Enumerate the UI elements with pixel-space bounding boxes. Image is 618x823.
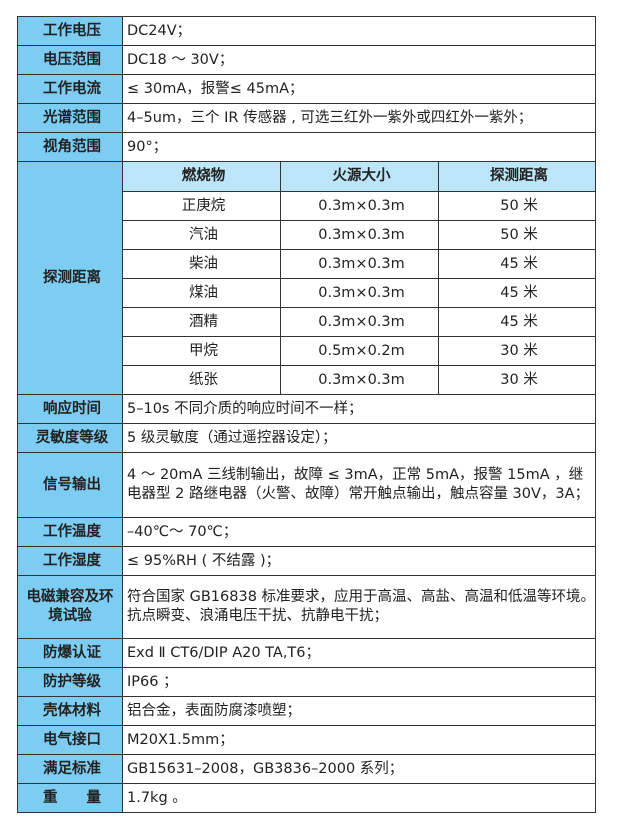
spec-value: 铝合金，表面防腐漆喷塑；: [121, 696, 597, 726]
spec-value: ≤ 30mA，报警≤ 45mA；: [121, 74, 597, 104]
fire-size-cell: 0.3m×0.3m: [280, 365, 439, 395]
spec-label: 重 量: [17, 783, 123, 813]
spec-value: 4–5um，三个 IR 传感器 , 可选三红外一紫外或四红外一紫外；: [121, 103, 597, 133]
detection-row: 正庚烷 0.3m×0.3m 50 米: [18, 191, 597, 221]
spec-label: 电压范围: [17, 45, 123, 75]
spec-value: IP66 ；: [121, 667, 597, 697]
spec-label: 视角范围: [17, 132, 123, 162]
spec-row: 电气接口 M20X1.5mm；: [17, 725, 597, 755]
fire-size-cell: 0.3m×0.3m: [280, 249, 439, 279]
spec-value: 90°；: [121, 132, 597, 162]
fuel-cell: 酒精: [122, 307, 281, 337]
spec-value: Exd Ⅱ CT6/DIP A20 TA,T6；: [121, 638, 597, 668]
distance-cell: 45 米: [437, 278, 597, 308]
fuel-cell: 汽油: [122, 220, 281, 250]
spec-value: DC18 ～ 30V；: [121, 45, 597, 75]
spec-label: 电磁兼容及环境试验: [17, 575, 123, 639]
spec-row: 满足标准 GB15631–2008，GB3836–2000 系列；: [17, 754, 597, 784]
fire-size-cell: 0.3m×0.3m: [280, 307, 439, 337]
detection-row: 汽油 0.3m×0.3m 50 米: [18, 220, 597, 250]
spec-label: 电气接口: [17, 725, 123, 755]
fire-size-cell: 0.3m×0.3m: [280, 191, 439, 221]
spec-value: 符合国家 GB16838 标准要求，应用于高温、高盐、高温和低温等环境。抗点瞬变…: [121, 575, 597, 639]
spec-value: 5 级灵敏度（通过遥控器设定）；: [121, 423, 597, 453]
spec-row: 工作电流 ≤ 30mA，报警≤ 45mA；: [17, 74, 597, 104]
column-header: 探测距离: [437, 161, 597, 192]
spec-row: 电压范围 DC18 ～ 30V；: [17, 45, 597, 75]
fuel-cell: 纸张: [122, 365, 281, 395]
detection-row: 柴油 0.3m×0.3m 45 米: [18, 249, 597, 279]
spec-row: 信号输出 4 ～ 20mA 三线制输出，故障 ≤ 3mA，正常 5mA，报警 15…: [17, 452, 597, 518]
fuel-cell: 正庚烷: [122, 191, 281, 221]
spec-row: 电磁兼容及环境试验 符合国家 GB16838 标准要求，应用于高温、高盐、高温和低…: [17, 575, 597, 639]
distance-cell: 30 米: [437, 336, 597, 366]
spec-table: 工作电压 DC24V； 电压范围 DC18 ～ 30V； 工作电流 ≤ 30mA，报警…: [17, 16, 597, 813]
detection-row: 煤油 0.3m×0.3m 45 米: [18, 278, 597, 308]
spec-label: 响应时间: [17, 394, 123, 424]
spec-label: 满足标准: [17, 754, 123, 784]
spec-row: 视角范围 90°；: [17, 132, 597, 162]
spec-value: 5–10s 不同介质的响应时间不一样；: [121, 394, 597, 424]
spec-value: DC24V；: [121, 16, 597, 46]
spec-row: 响应时间 5–10s 不同介质的响应时间不一样；: [17, 394, 597, 424]
detection-row: 酒精 0.3m×0.3m 45 米: [18, 307, 597, 337]
spec-label: 灵敏度等级: [17, 423, 123, 453]
column-header: 火源大小: [280, 161, 439, 192]
spec-row: 工作湿度 ≤ 95%RH ( 不结露 )；: [17, 546, 597, 576]
detection-row: 纸张 0.3m×0.3m 30 米: [18, 365, 597, 395]
spec-value: M20X1.5mm；: [121, 725, 597, 755]
spec-value: ≤ 95%RH ( 不结露 )；: [121, 546, 597, 576]
spec-value: GB15631–2008，GB3836–2000 系列；: [121, 754, 597, 784]
spec-row: 光谱范围 4–5um，三个 IR 传感器 , 可选三红外一紫外或四红外一紫外；: [17, 103, 597, 133]
spec-row: 防爆认证 Exd Ⅱ CT6/DIP A20 TA,T6；: [17, 638, 597, 668]
spec-row: 防护等级 IP66 ；: [17, 667, 597, 697]
spec-label: 工作温度: [17, 517, 123, 547]
spec-value: –40℃～ 70℃；: [121, 517, 597, 547]
spec-label: 信号输出: [17, 452, 123, 518]
spec-row: 壳体材料 铝合金，表面防腐漆喷塑；: [17, 696, 597, 726]
fuel-cell: 柴油: [122, 249, 281, 279]
spec-label: 光谱范围: [17, 103, 123, 133]
spec-label: 工作电压: [17, 16, 123, 46]
distance-cell: 45 米: [437, 249, 597, 279]
distance-cell: 30 米: [437, 365, 597, 395]
spec-label: 防爆认证: [17, 638, 123, 668]
spec-value: 1.7kg 。: [121, 783, 597, 813]
spec-label: 探测距离: [17, 161, 123, 395]
fuel-cell: 煤油: [122, 278, 281, 308]
fire-size-cell: 0.3m×0.3m: [280, 220, 439, 250]
fire-size-cell: 0.3m×0.3m: [280, 278, 439, 308]
distance-cell: 50 米: [437, 191, 597, 221]
distance-cell: 50 米: [437, 220, 597, 250]
spec-row: 工作温度 –40℃～ 70℃；: [17, 517, 597, 547]
column-header: 燃烧物: [122, 161, 281, 192]
spec-value: 4 ～ 20mA 三线制输出，故障 ≤ 3mA，正常 5mA，报警 15mA ，…: [121, 452, 597, 518]
spec-row: 工作电压 DC24V；: [17, 16, 597, 46]
fire-size-cell: 0.5m×0.2m: [280, 336, 439, 366]
spec-label: 工作湿度: [17, 546, 123, 576]
detection-row: 甲烷 0.5m×0.2m 30 米: [18, 336, 597, 366]
spec-label: 壳体材料: [17, 696, 123, 726]
fuel-cell: 甲烷: [122, 336, 281, 366]
spec-label: 工作电流: [17, 74, 123, 104]
spec-row: 重 量 1.7kg 。: [17, 783, 597, 813]
detection-header-row: 探测距离 燃烧物 火源大小 探测距离: [17, 161, 597, 395]
spec-row: 灵敏度等级 5 级灵敏度（通过遥控器设定）；: [17, 423, 597, 453]
distance-cell: 45 米: [437, 307, 597, 337]
spec-label: 防护等级: [17, 667, 123, 697]
